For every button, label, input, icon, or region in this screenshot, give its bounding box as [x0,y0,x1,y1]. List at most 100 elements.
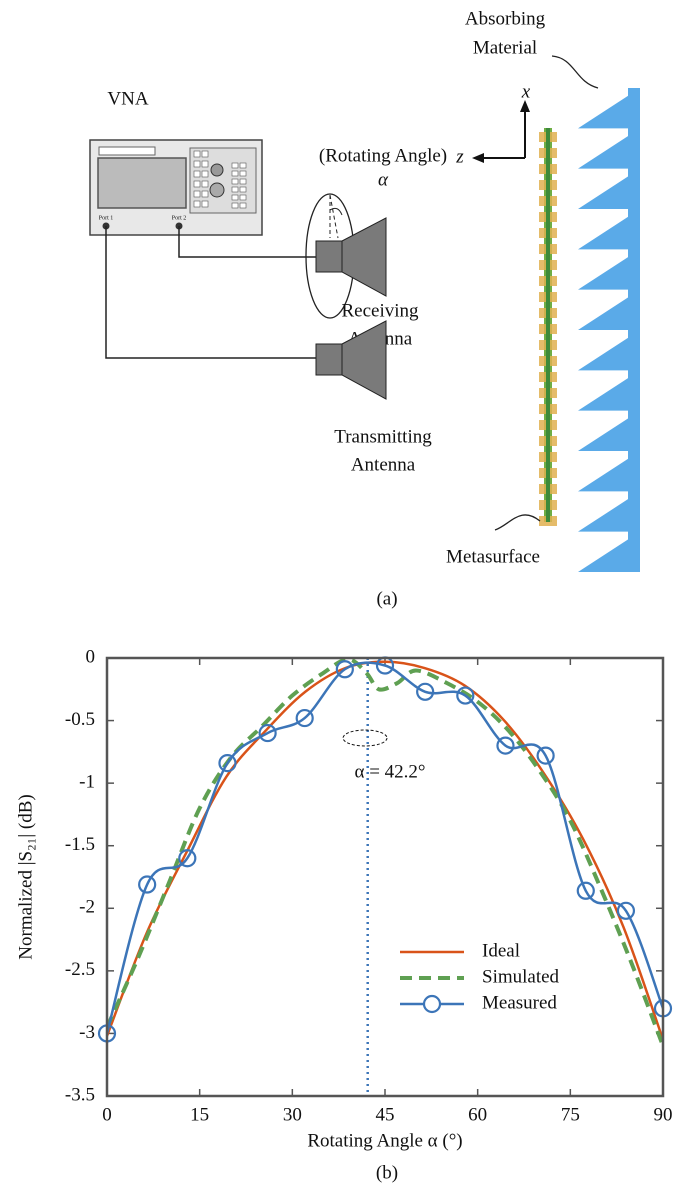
data-point [335,660,354,679]
key [239,202,247,209]
port-label: Port 1 [99,215,114,221]
absorber-tooth [578,168,640,209]
key [239,170,247,177]
absorber-tooth [578,330,640,371]
y-axis-label: Normalized |S₂₁| (dB) [15,794,36,959]
key [201,160,209,168]
vna-screen [97,157,187,209]
data-point [616,901,636,920]
substrate-core [546,128,550,522]
key [231,162,239,169]
series-line [105,660,665,1041]
antenna-horn [341,217,387,297]
data-point [295,708,314,728]
key [201,200,209,208]
key [231,186,239,193]
chart: Rotating Angle α (°) Normalized |S₂₁| (d… [15,646,672,1183]
absorber [578,88,640,572]
x-tick-label: 15 [190,1104,209,1125]
data-point [178,849,197,868]
label: Material [473,37,537,58]
data-point [456,686,475,705]
setup-diagram: Absorbing Material x z Metasurface VNA P… [89,8,640,609]
key [231,178,239,185]
leader-line [494,514,541,531]
data-point [416,682,435,701]
x-axis-label: Rotating Angle α (°) [307,1130,462,1151]
key [201,180,209,188]
key [193,200,201,208]
key [193,190,201,198]
vna-strip [98,146,156,156]
plot-frame [105,656,665,1098]
angle-arc [329,207,343,216]
key [193,160,201,168]
antenna-feed [315,240,343,273]
key [239,178,247,185]
absorber-tooth [578,451,640,492]
series-line [105,661,665,1034]
cable [178,226,316,258]
data-point [536,746,555,765]
y-tick-label: -1 [79,772,95,793]
absorber-tooth [578,88,640,129]
absorber-tooth [578,289,640,330]
data-point [138,875,157,894]
arrow-head [472,153,484,163]
rotation-icon [342,729,388,747]
key [231,202,239,209]
data-point [258,723,277,743]
axis-letter: x [521,81,531,102]
y-tick-label: -2 [79,897,95,918]
absorber-tooth [578,209,640,250]
absorber-tooth [578,370,640,411]
absorber-tooth [578,531,640,572]
caption: (a) [376,588,397,609]
label: Metasurface [446,546,540,567]
data-point [576,881,595,900]
axis-letter: z [455,146,464,167]
label: Antenna [351,454,416,475]
absorber-tooth [578,249,640,290]
metasurface [539,128,557,526]
key [231,194,239,201]
absorber-tooth [578,491,640,532]
rotation-line [329,194,339,239]
key [201,150,209,158]
x-tick-label: 60 [468,1104,487,1125]
absorber-tooth [578,410,640,451]
key [201,190,209,198]
label: α [378,169,389,190]
legend-label: Measured [482,992,557,1013]
key [239,186,247,193]
data-point [218,754,237,773]
absorber-base [628,88,640,572]
key [231,170,239,177]
y-tick-label: -2.5 [65,959,95,980]
legend-label: Ideal [482,940,520,961]
legend-label: Simulated [482,966,560,987]
leader-line [551,55,599,89]
antenna-feed [315,343,343,376]
absorber-tooth [578,128,640,169]
arrow-head [520,100,530,112]
label: (Rotating Angle) [319,145,447,166]
label: Receiving [341,300,419,321]
label: Absorbing [465,8,546,29]
antenna-horn [341,320,387,400]
key [239,194,247,201]
y-tick-label: -0.5 [65,709,95,730]
key [193,180,201,188]
y-tick-label: -3.5 [65,1084,95,1105]
key [201,170,209,178]
caption: (b) [376,1162,398,1183]
x-tick-label: 0 [102,1104,112,1125]
key [193,150,201,158]
cable [105,226,316,359]
series-line [105,657,665,1047]
x-tick-label: 45 [376,1104,395,1125]
y-tick-label: 0 [86,646,96,667]
vna-keys [193,150,247,209]
